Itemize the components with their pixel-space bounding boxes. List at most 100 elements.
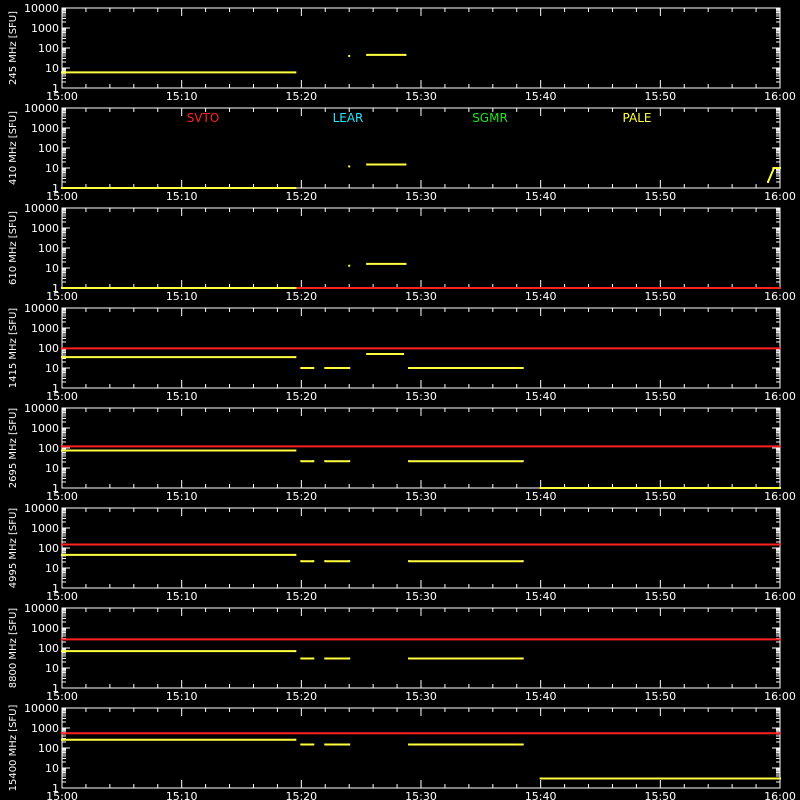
x-tick-label: 15:50 [644,490,676,503]
x-tick-label: 15:20 [285,90,317,103]
x-tick-label: 15:50 [644,690,676,703]
x-tick-label: 15:40 [525,690,557,703]
data-point [348,264,351,267]
data-point [61,347,63,350]
data-point [767,180,770,183]
x-tick-label: 15:00 [46,490,78,503]
data-point [294,356,297,359]
data-point [348,165,351,168]
data-point [294,738,297,741]
x-tick-label: 15:30 [405,190,437,203]
panel-frame [61,207,781,289]
panel-7: 1 10 100 1000 10000 15:00 15:10 15:20 15:30 15:40… [8,702,796,800]
data-point [521,560,524,563]
y-tick-label: 1 [52,582,59,595]
y-tick-label: 100 [38,442,59,455]
x-tick-label: 15:10 [166,790,198,800]
x-tick-label: 15:00 [46,790,78,800]
y-axis-label: 15400 MHz [SFU] [8,705,19,792]
data-point [404,163,407,166]
data-point [408,460,411,463]
x-tick-label: 15:40 [525,390,557,403]
x-tick-label: 15:20 [285,690,317,703]
panel-frame [61,607,781,689]
data-point [61,449,63,452]
data-point [61,71,63,74]
panel-0: 1 10 100 1000 10000 15:00 15:10 15:20 15:30 15:40… [8,2,796,103]
data-point [324,460,327,463]
data-point [521,657,524,660]
legend-sgmr: SGMR [472,111,508,125]
y-tick-label: 1000 [31,622,59,635]
x-tick-label: 16:00 [764,490,796,503]
data-point [294,650,297,653]
series-line-pale [62,553,523,563]
data-point [61,287,63,289]
y-tick-label: 1000 [31,722,59,735]
y-tick-label: 10 [45,62,59,75]
y-tick-label: 1000 [31,222,59,235]
data-point [312,460,315,463]
data-point [539,777,542,780]
x-tick-label: 15:00 [46,90,78,103]
y-tick-label: 10000 [24,402,59,415]
x-tick-label: 15:20 [285,190,317,203]
y-axis-label: 4995 MHz [SFU] [8,508,19,589]
x-tick-label: 15:20 [285,490,317,503]
x-tick-label: 15:40 [525,590,557,603]
x-tick-label: 15:00 [46,190,78,203]
data-point [312,657,315,660]
x-tick-label: 16:00 [764,690,796,703]
x-tick-label: 15:40 [525,90,557,103]
y-tick-label: 10000 [24,302,59,315]
y-tick-label: 1 [52,782,59,795]
x-tick-label: 15:30 [405,690,437,703]
y-tick-label: 1 [52,682,59,695]
y-tick-label: 10000 [24,202,59,215]
x-tick-label: 15:40 [525,490,557,503]
data-point [294,553,297,556]
legend-svto: SVTO [187,111,220,125]
data-point [779,347,781,350]
series-line-pale [62,53,406,74]
data-point [324,560,327,563]
y-tick-label: 10 [45,562,59,575]
y-axis-label: 2695 MHz [SFU] [8,408,19,489]
y-axis-label: 245 MHz [SFU] [8,11,19,85]
data-point [348,560,351,563]
data-point [348,367,351,369]
data-point [773,167,776,169]
data-point [61,638,63,641]
x-tick-label: 15:10 [166,90,198,103]
data-point [521,460,524,463]
x-tick-label: 15:10 [166,390,198,403]
data-point [404,53,407,56]
data-point [366,163,369,166]
data-point [348,54,351,57]
data-point [348,460,351,463]
y-tick-label: 10 [45,462,59,475]
y-tick-label: 10 [45,162,59,175]
x-tick-label: 15:10 [166,190,198,203]
data-point [404,262,407,265]
y-axis-label: 410 MHz [SFU] [8,111,19,185]
x-tick-label: 15:00 [46,290,78,303]
data-point [521,743,524,746]
data-point [408,367,411,369]
data-point [300,657,303,660]
y-tick-label: 1 [52,82,59,95]
panel-6: 1 10 100 1000 10000 15:00 15:10 15:20 15:30 15:40… [8,602,796,703]
y-tick-label: 10 [45,362,59,375]
y-tick-label: 10000 [24,2,59,15]
data-point [61,187,63,189]
data-point [294,187,297,189]
y-tick-label: 1000 [31,422,59,435]
panel-frame [61,407,781,489]
data-point [779,167,781,169]
data-point [779,638,781,641]
x-tick-label: 16:00 [764,790,796,800]
y-tick-label: 100 [38,742,59,755]
panel-4: 1 10 100 1000 10000 15:00 15:10 15:20 15:30 15:40… [8,402,796,503]
series-line-pale [62,449,780,489]
